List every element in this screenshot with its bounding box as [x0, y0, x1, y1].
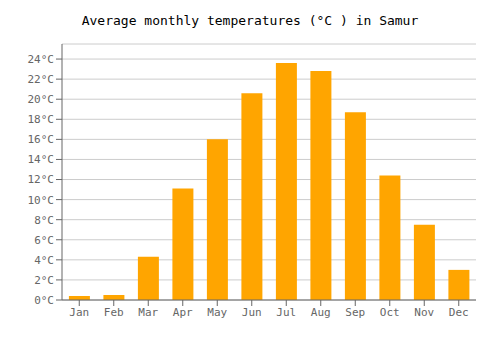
- svg-text:Jan: Jan: [69, 306, 89, 319]
- svg-text:0°C: 0°C: [34, 294, 54, 307]
- svg-text:Feb: Feb: [104, 306, 124, 319]
- svg-text:14°C: 14°C: [28, 153, 55, 166]
- svg-text:Oct: Oct: [380, 306, 400, 319]
- svg-text:10°C: 10°C: [28, 194, 55, 207]
- svg-text:Aug: Aug: [311, 306, 331, 319]
- svg-text:4°C: 4°C: [34, 254, 54, 267]
- svg-text:May: May: [207, 306, 227, 319]
- svg-text:12°C: 12°C: [28, 173, 55, 186]
- svg-text:Jun: Jun: [242, 306, 262, 319]
- svg-text:Sep: Sep: [345, 306, 365, 319]
- svg-text:16°C: 16°C: [28, 133, 55, 146]
- html-text:Average monthly temperatures (: Average monthly temperatures (°C ) in Sa…: [81, 13, 419, 28]
- svg-text:Mar: Mar: [138, 306, 158, 319]
- svg-text:Nov: Nov: [414, 306, 434, 319]
- svg-text:22°C: 22°C: [28, 73, 55, 86]
- svg-text:6°C: 6°C: [34, 234, 54, 247]
- svg-text:Apr: Apr: [173, 306, 193, 319]
- svg-text:2°C: 2°C: [34, 274, 54, 287]
- svg-text:8°C: 8°C: [34, 214, 54, 227]
- svg-text:20°C: 20°C: [28, 93, 55, 106]
- svg-text:Jul: Jul: [276, 306, 296, 319]
- svg-text:18°C: 18°C: [28, 113, 55, 126]
- svg-text:Dec: Dec: [449, 306, 469, 319]
- svg-text:24°C: 24°C: [28, 53, 55, 66]
